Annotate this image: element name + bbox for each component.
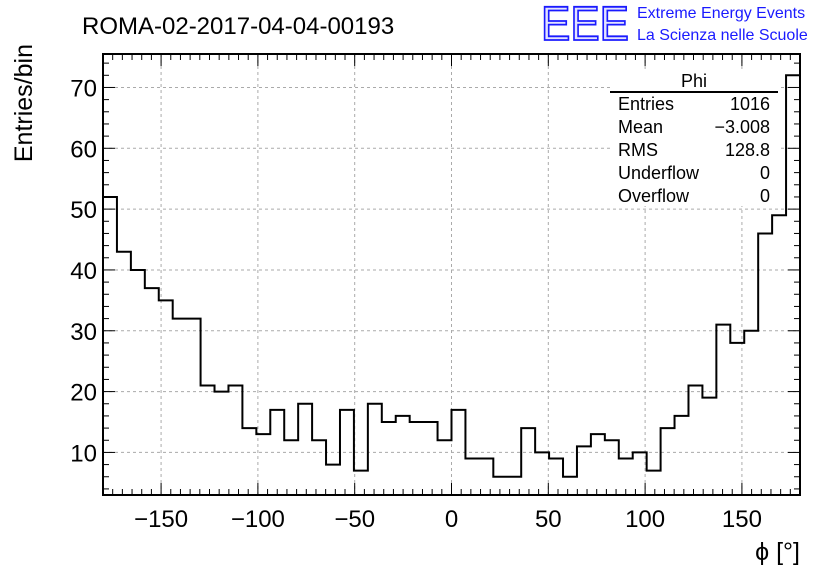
y-tick-labels: 10 20 30 40 50 60 70	[70, 75, 97, 467]
stats-box: Phi Entries 1016 Mean −3.008 RMS 128.8 Underfl…	[610, 71, 778, 206]
stats-value-underflow: 0	[760, 163, 770, 183]
stats-label-entries: Entries	[618, 94, 674, 114]
stats-value-entries: 1016	[730, 94, 770, 114]
y-axis-label: Entries/bin	[10, 44, 38, 162]
y-tick-label: 50	[70, 197, 97, 224]
stats-value-overflow: 0	[760, 186, 770, 206]
chart-title: ROMA-02-2017-04-04-00193	[82, 13, 394, 40]
x-tick-labels: −150 −100 −50 0 50 100 150	[134, 506, 762, 533]
plot-frame	[102, 53, 801, 496]
x-tick-label: 50	[535, 506, 562, 533]
logo-line-1: Extreme Energy Events	[637, 5, 805, 22]
x-tick-label: 0	[445, 506, 458, 533]
y-tick-label: 40	[70, 258, 97, 285]
x-tick-label: 150	[722, 506, 762, 533]
x-axis-label: ϕ [°]	[755, 538, 800, 566]
stats-box-rows: Entries 1016 Mean −3.008 RMS 128.8 Underflow 0 O…	[618, 94, 770, 206]
stats-label-mean: Mean	[618, 117, 663, 137]
stats-label-underflow: Underflow	[618, 163, 700, 183]
logo-line-2: La Scienza nelle Scuole	[637, 27, 808, 44]
stats-box-background	[610, 72, 778, 206]
x-tick-label: −150	[134, 506, 188, 533]
x-tick-label: 100	[625, 506, 665, 533]
x-tick-label: −50	[334, 506, 375, 533]
y-tick-label: 70	[70, 75, 97, 102]
y-tick-label: 30	[70, 319, 97, 346]
histogram-line	[103, 74, 800, 478]
y-tick-label: 60	[70, 136, 97, 163]
y-tick-label: 10	[70, 440, 97, 467]
y-tick-label: 20	[70, 380, 97, 407]
stats-label-rms: RMS	[618, 140, 658, 160]
stats-value-mean: −3.008	[714, 117, 770, 137]
stats-label-overflow: Overflow	[618, 186, 690, 206]
stats-box-title: Phi	[681, 71, 707, 91]
eee-logo: EEE	[541, 0, 629, 51]
x-tick-label: −100	[231, 506, 285, 533]
stats-value-rms: 128.8	[725, 140, 770, 160]
